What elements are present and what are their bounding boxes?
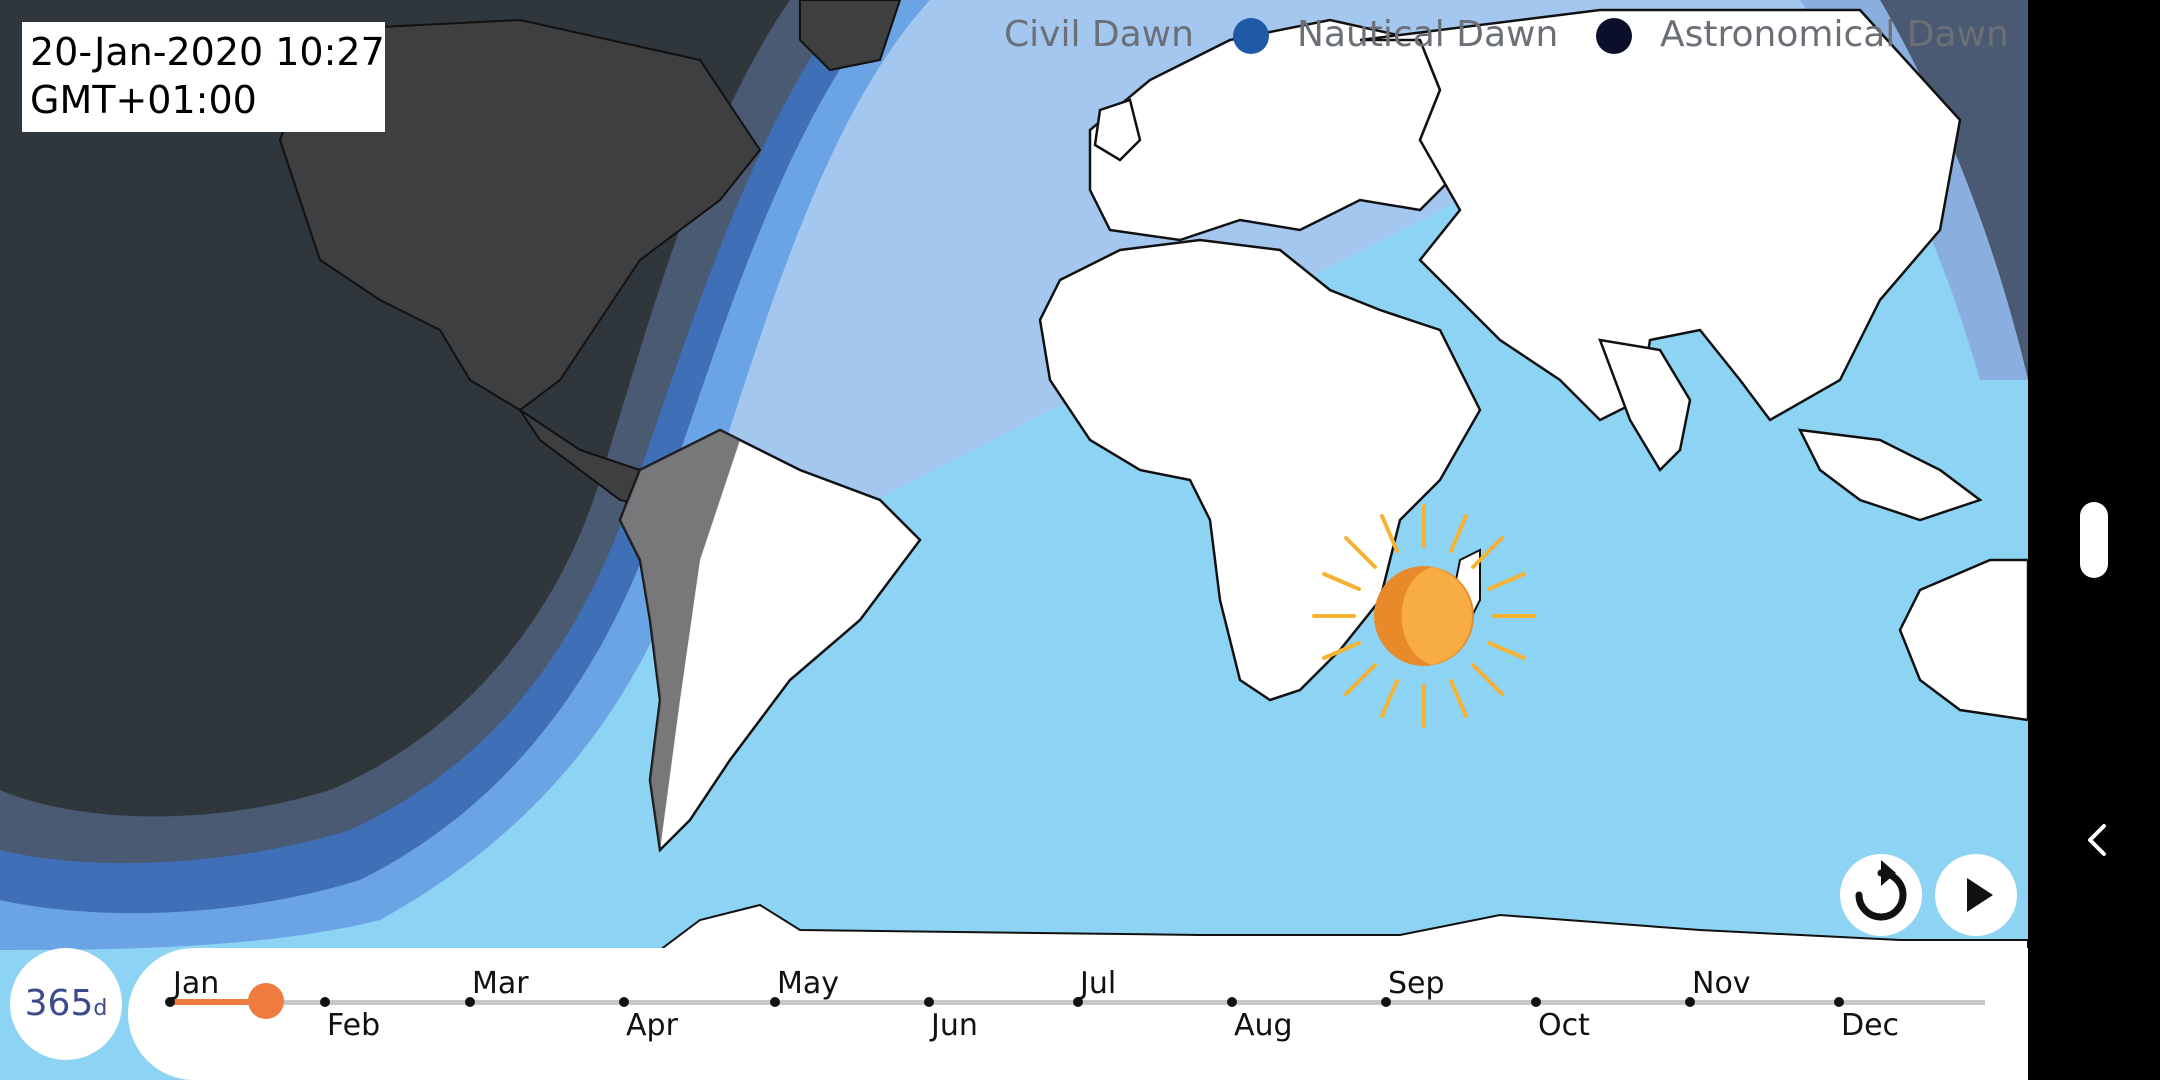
antarctica — [658, 903, 2028, 950]
timeline-tick — [770, 997, 780, 1007]
month-label-nov[interactable]: Nov — [1692, 966, 1751, 1001]
legend-label: Astronomical Dawn — [1660, 14, 2009, 55]
month-label-aug[interactable]: Aug — [1234, 1008, 1293, 1043]
timezone-text: GMT+01:00 — [30, 78, 257, 122]
month-label-oct[interactable]: Oct — [1538, 1008, 1590, 1043]
replay-icon — [1855, 860, 1907, 921]
europe — [1088, 18, 1462, 242]
australia — [1898, 558, 2028, 722]
month-label-jun[interactable]: Jun — [931, 1008, 978, 1043]
timeline-tick — [1531, 997, 1541, 1007]
timeline-tick — [1381, 997, 1391, 1007]
home-pill-icon[interactable] — [2080, 502, 2108, 578]
timeline-tick — [619, 997, 629, 1007]
month-label-jan[interactable]: Jan — [173, 966, 220, 1001]
india — [1598, 338, 1692, 473]
timeline-tick — [320, 997, 330, 1007]
civil-dawn-dot-icon — [940, 18, 976, 54]
month-label-jul[interactable]: Jul — [1080, 966, 1117, 1001]
timeline-tick — [1073, 997, 1083, 1007]
month-label-sep[interactable]: Sep — [1388, 966, 1445, 1001]
month-label-feb[interactable]: Feb — [327, 1008, 381, 1043]
timeline-tick — [1227, 997, 1237, 1007]
timeline-slider-thumb[interactable] — [248, 983, 285, 1019]
replay-button[interactable] — [1840, 854, 1922, 936]
month-label-mar[interactable]: Mar — [472, 966, 529, 1001]
timeline-tick — [1834, 997, 1844, 1007]
play-icon — [1967, 878, 1993, 912]
legend-label: Nautical Dawn — [1297, 14, 1559, 55]
timeline-tick — [1685, 997, 1695, 1007]
greenland — [799, 0, 902, 72]
southeast-asia-islands — [1797, 428, 1983, 522]
sun-icon — [1312, 504, 1536, 728]
timeline-tick — [465, 997, 475, 1007]
south-america-shadow — [620, 430, 740, 850]
month-label-may[interactable]: May — [777, 966, 840, 1001]
timeline-bar — [128, 948, 2028, 1080]
play-button[interactable] — [1935, 854, 2017, 936]
uk — [1093, 98, 1142, 162]
world-map[interactable] — [0, 0, 2028, 950]
nautical-dawn-dot-icon — [1233, 18, 1269, 54]
datetime-text: 20-Jan-2020 10:27 — [30, 30, 385, 74]
north-america — [278, 18, 762, 412]
timeline-tick — [165, 997, 175, 1007]
legend-label: Civil Dawn — [1004, 14, 1194, 55]
datetime-box: 20-Jan-2020 10:27 GMT+01:00 — [22, 22, 385, 132]
timeline-progress — [170, 999, 267, 1005]
back-chevron-icon[interactable] — [2078, 818, 2118, 862]
days-range-button[interactable]: 365d — [10, 948, 122, 1060]
app-root: 20-Jan-2020 10:27 GMT+01:00 Civil Dawn N… — [0, 0, 2028, 1080]
days-unit: d — [93, 996, 108, 1021]
astronomical-dawn-dot-icon — [1596, 18, 1632, 54]
month-label-apr[interactable]: Apr — [626, 1008, 678, 1043]
month-label-dec[interactable]: Dec — [1841, 1008, 1900, 1043]
days-value: 365 — [24, 983, 94, 1024]
twilight-band-east — [1880, 0, 2028, 380]
timeline-tick — [924, 997, 934, 1007]
